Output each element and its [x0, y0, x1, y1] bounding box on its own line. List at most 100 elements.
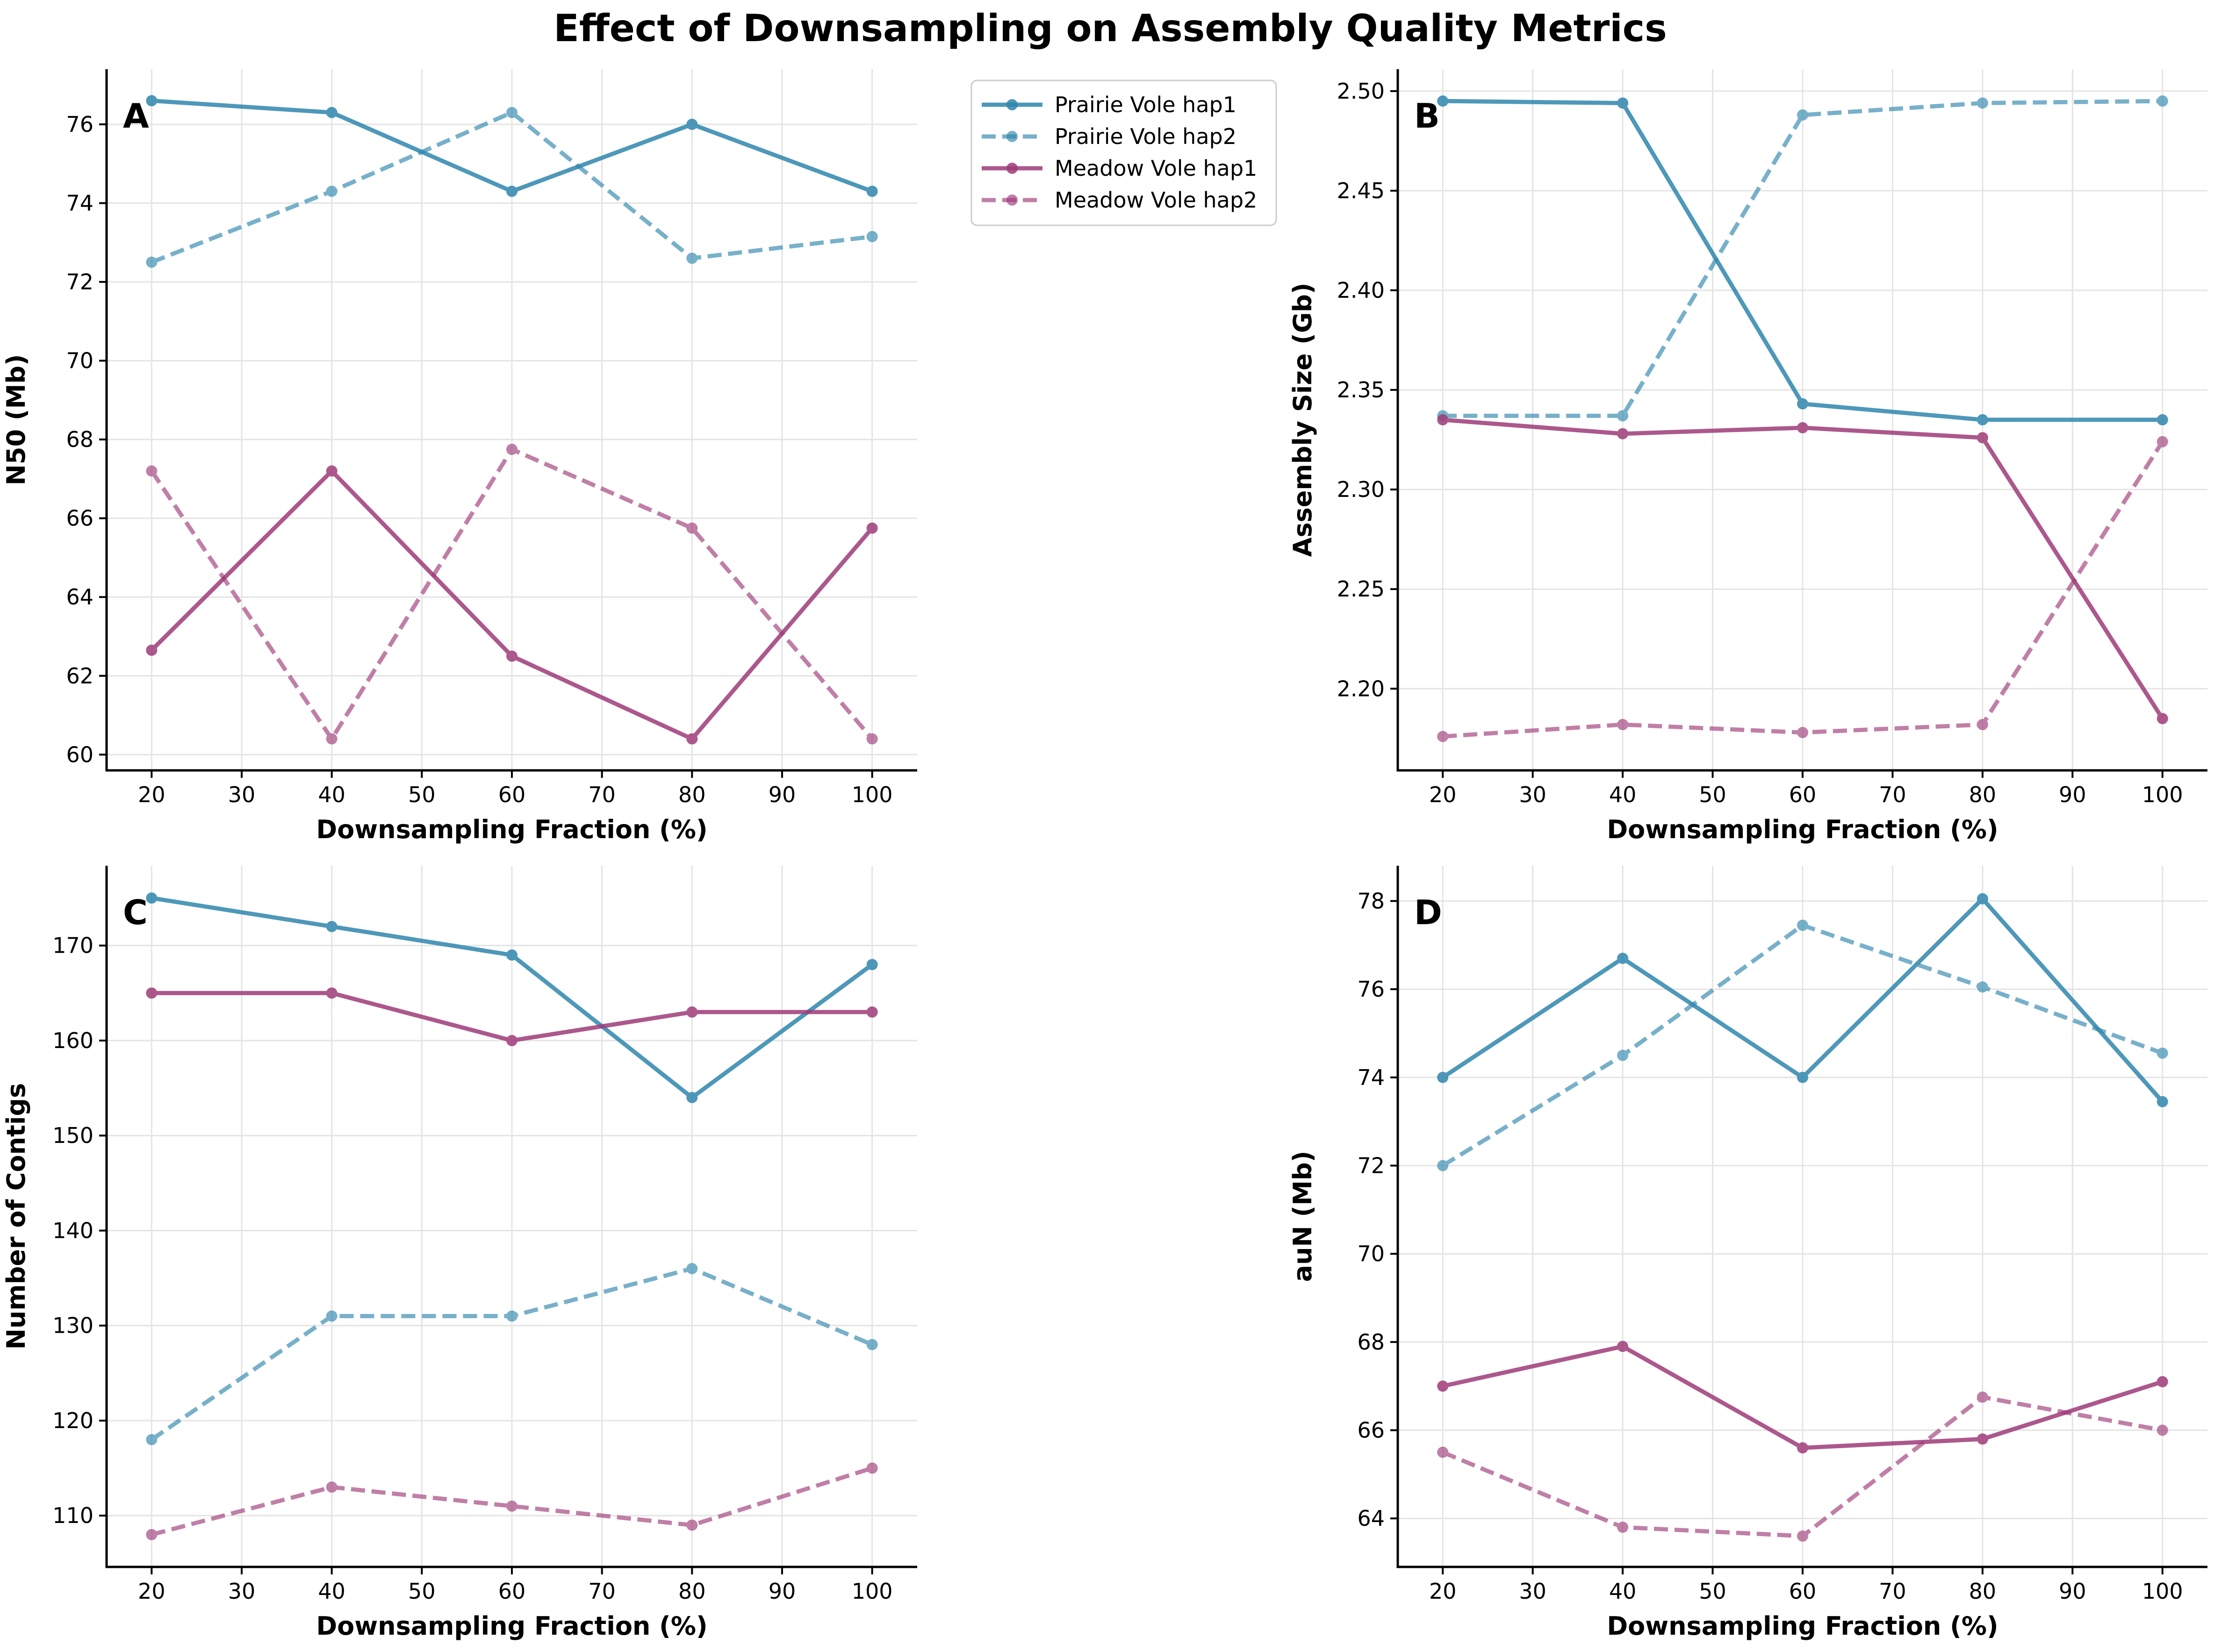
- data-point: [2156, 1424, 2168, 1436]
- data-point: [1437, 95, 1449, 107]
- legend-frame: [970, 79, 1277, 226]
- series-meadow-vole-hap1: [146, 987, 878, 1046]
- data-point: [1617, 410, 1629, 422]
- data-point: [1977, 981, 1988, 993]
- data-point: [146, 1434, 158, 1445]
- data-point: [506, 1310, 518, 1322]
- data-point: [866, 522, 878, 534]
- y-tick-label: 72: [1357, 1153, 1385, 1178]
- legend-label: Prairie Vole hap2: [1055, 124, 1236, 149]
- data-point: [1797, 1442, 1808, 1454]
- x-axis-label: Downsampling Fraction (%): [316, 1611, 707, 1641]
- x-tick-label: 60: [1789, 782, 1817, 807]
- x-tick-label: 80: [678, 1579, 706, 1604]
- data-point: [1977, 414, 1988, 425]
- data-point: [326, 465, 338, 477]
- x-tick-label: 70: [588, 782, 616, 807]
- x-tick-label: 90: [769, 782, 796, 807]
- series-prairie-vole-hap2: [1437, 95, 2168, 422]
- data-point: [1797, 1530, 1808, 1542]
- x-tick-label: 20: [1429, 1579, 1457, 1604]
- x-tick-label: 40: [1609, 1579, 1637, 1604]
- x-tick-label: 30: [1519, 782, 1546, 807]
- data-point: [866, 1339, 878, 1350]
- legend-swatch-marker: [1006, 99, 1018, 110]
- series-meadow-vole-hap1: [1437, 414, 2168, 725]
- data-point: [1977, 893, 1988, 905]
- data-point: [146, 95, 158, 107]
- data-point: [326, 921, 338, 933]
- panel-c: 20 30 40 50 60 70 80 90 100 110 120 130 140 150 160 170…: [1, 866, 917, 1641]
- legend-swatch-marker: [1006, 131, 1018, 142]
- data-point: [1437, 414, 1449, 425]
- y-tick-label: 64: [66, 584, 93, 610]
- x-tick-label: 30: [1519, 1579, 1546, 1604]
- axis-spines: [105, 866, 917, 1568]
- data-point: [1437, 1380, 1449, 1392]
- legend-entry: Meadow Vole hap2: [982, 187, 1257, 213]
- x-tick-label: 50: [408, 782, 436, 807]
- panel-letter: C: [123, 893, 148, 932]
- data-point: [1437, 1446, 1449, 1458]
- data-point: [1617, 953, 1629, 964]
- x-tick-label: 70: [1879, 782, 1906, 807]
- x-tick-label: 80: [1969, 1579, 1997, 1604]
- data-point: [1437, 1071, 1449, 1083]
- series-meadow-vole-hap2: [146, 1462, 878, 1540]
- data-point: [506, 650, 518, 662]
- y-tick-label: 70: [1357, 1241, 1385, 1266]
- legend-swatch-marker: [1006, 194, 1018, 206]
- y-tick-label: 2.40: [1337, 278, 1385, 303]
- x-tick-label: 90: [769, 1579, 796, 1604]
- y-tick-label: 76: [66, 112, 93, 137]
- panels: 20 30 40 50 60 70 80 90 100 60 62 64 66 68 70 72 74 76 Dow…: [1, 69, 2207, 1641]
- series-prairie-vole-hap1: [1437, 893, 2168, 1107]
- legend: Prairie Vole hap1 Prairie Vole hap2 Meadow…: [970, 79, 1277, 226]
- x-tick-label: 60: [498, 1579, 526, 1604]
- series-meadow-vole-hap2: [146, 444, 878, 745]
- y-tick-label: 66: [1357, 1418, 1385, 1443]
- data-point: [1617, 97, 1629, 109]
- series-prairie-vole-hap1: [146, 95, 878, 197]
- data-point: [866, 959, 878, 970]
- series-line: [151, 1466, 873, 1537]
- legend-entry: Meadow Vole hap1: [982, 156, 1257, 181]
- data-point: [686, 733, 698, 745]
- y-tick-label: 2.35: [1337, 377, 1385, 402]
- x-tick-label: 90: [2059, 1579, 2086, 1604]
- y-tick-label: 68: [1357, 1329, 1385, 1355]
- panel-letter: A: [123, 96, 149, 136]
- y-tick-label: 160: [52, 1028, 93, 1053]
- data-point: [326, 733, 338, 745]
- x-tick-label: 80: [1969, 782, 1997, 807]
- data-point: [326, 1481, 338, 1493]
- x-tick-label: 90: [2059, 782, 2086, 807]
- y-tick-label: 74: [66, 191, 93, 216]
- panel-letter: D: [1414, 893, 1442, 932]
- x-tick-label: 60: [1789, 1579, 1817, 1604]
- data-point: [686, 1263, 698, 1274]
- data-point: [1617, 718, 1629, 730]
- data-point: [326, 186, 338, 197]
- legend-label: Prairie Vole hap1: [1055, 92, 1236, 117]
- data-point: [2156, 713, 2168, 725]
- y-axis-label: auN (Mb): [1288, 1151, 1317, 1282]
- data-point: [2156, 1096, 2168, 1107]
- panel-a: 20 30 40 50 60 70 80 90 100 60 62 64 66 68 70 72 74 76 Dow…: [1, 69, 917, 844]
- data-point: [2156, 1376, 2168, 1387]
- y-tick-label: 74: [1357, 1065, 1385, 1090]
- data-point: [686, 252, 698, 264]
- y-tick-label: 64: [1357, 1506, 1385, 1531]
- x-tick-label: 30: [228, 1579, 256, 1604]
- data-point: [146, 256, 158, 268]
- data-point: [2156, 95, 2168, 107]
- x-tick-label: 40: [318, 1579, 345, 1604]
- x-axis-label: Downsampling Fraction (%): [1607, 815, 1998, 844]
- x-tick-label: 100: [2142, 782, 2183, 807]
- y-tick-label: 2.20: [1337, 676, 1385, 701]
- panel-d: 20 30 40 50 60 70 80 90 100 64 66 68 70 72 74 76 78 Downs…: [1288, 866, 2207, 1641]
- data-point: [146, 644, 158, 656]
- data-point: [1617, 1522, 1629, 1533]
- y-tick-label: 78: [1357, 888, 1385, 913]
- x-tick-label: 30: [228, 782, 256, 807]
